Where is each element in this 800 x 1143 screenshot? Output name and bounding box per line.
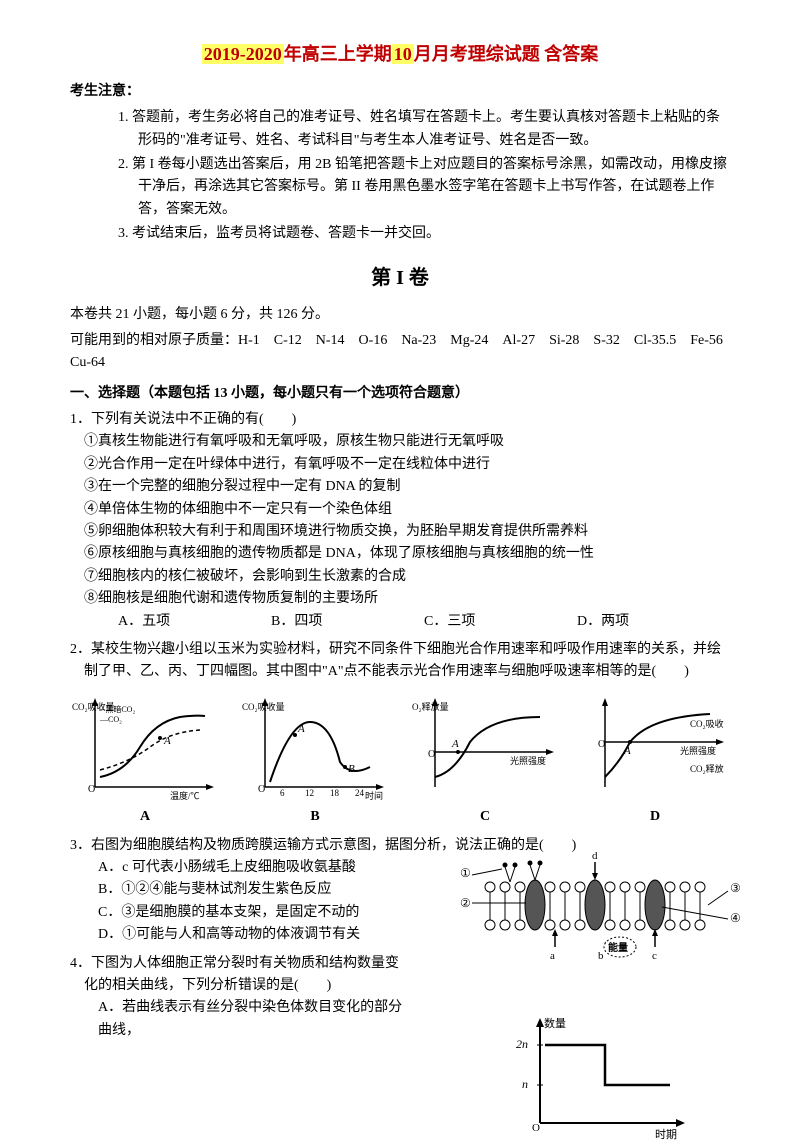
q1-opt-c: C．三项 xyxy=(424,611,577,633)
question-4: 4．下图为人体细胞正常分裂时有关物质和结构数量变化的相关曲线，下列分析错误的是(… xyxy=(70,953,730,1043)
svg-text:--黑暗CO₂: --黑暗CO₂ xyxy=(100,704,135,714)
notice-item: 3. 考试结束后，监考员将试题卷、答题卡一并交回。 xyxy=(118,223,730,245)
svg-text:2n: 2n xyxy=(516,1037,528,1051)
q1-item: ①真核生物能进行有氧呼吸和无氧呼吸，原核生物只能进行无氧呼吸 xyxy=(70,431,730,453)
svg-text:时期: 时期 xyxy=(655,1128,677,1141)
q1-item: ④单倍体生物的体细胞中不一定只有一个染色体组 xyxy=(70,499,730,521)
svg-text:①: ① xyxy=(460,866,471,880)
svg-text:d: d xyxy=(592,850,598,862)
q1-opt-b: B．四项 xyxy=(271,611,424,633)
q1-opt-a: A．五项 xyxy=(118,611,271,633)
svg-text:B: B xyxy=(348,763,355,775)
svg-text:光照强度: 光照强度 xyxy=(680,745,716,756)
chart-c: O A O₂释放量 光照强度 C xyxy=(410,692,560,829)
chart-d: O A CO₂吸收 CO₂释放 光照强度 D xyxy=(580,692,730,829)
q4-opt-a: A．若曲线表示有丝分裂中染色体数目变化的部分曲线， xyxy=(70,997,410,1042)
q1-options: A．五项 B．四项 C．三项 D．两项 xyxy=(70,611,730,633)
svg-text:A: A xyxy=(297,723,305,735)
svg-text:时间: 时间 xyxy=(365,790,383,801)
preamble-count: 本卷共 21 小题，每小题 6 分，共 126 分。 xyxy=(70,304,730,326)
title-mid2: 月月考理综试题 含答案 xyxy=(414,44,599,64)
svg-text:A: A xyxy=(451,738,459,750)
membrane-diagram: 能量 a d b c ① ② ③ ④ xyxy=(450,847,750,967)
question-2: 2．某校生物兴趣小组以玉米为实验材料，研究不同条件下细胞光合作用速率和呼吸作用速… xyxy=(70,639,730,829)
q1-item: ⑤卵细胞体积较大有利于和周围环境进行物质交换，为胚胎早期发育提供所需养料 xyxy=(70,521,730,543)
svg-text:18: 18 xyxy=(330,788,340,798)
chart-a-svg: O A CO₂吸收量 --黑暗CO₂ —CO₂ 温度/℃ xyxy=(70,692,220,802)
title-year: 2019-2020 xyxy=(202,44,284,64)
svg-text:6: 6 xyxy=(280,788,285,798)
q2-charts: O A CO₂吸收量 --黑暗CO₂ —CO₂ 温度/℃ A O xyxy=(70,692,730,829)
q3-opt-b: B．①②④能与斐林试剂发生紫色反应 xyxy=(70,879,410,901)
svg-text:②: ② xyxy=(460,896,471,910)
svg-text:12: 12 xyxy=(305,788,314,798)
chart-b: O A B 6 12 18 24 CO₂吸收量 时间 B xyxy=(240,692,390,829)
svg-text:CO₂释放: CO₂释放 xyxy=(690,763,724,774)
svg-text:O: O xyxy=(88,784,95,795)
q3-opt-a: A．c 可代表小肠绒毛上皮细胞吸收氨基酸 xyxy=(70,857,410,879)
notice-item: 2. 第 I 卷每小题选出答案后，用 2B 铅笔把答题卡上对应题目的答案标号涂黑… xyxy=(118,154,730,221)
svg-text:—CO₂: —CO₂ xyxy=(99,715,122,724)
q1-opt-d: D．两项 xyxy=(577,611,730,633)
section-header: 第 I 卷 xyxy=(70,262,730,294)
chart-a: O A CO₂吸收量 --黑暗CO₂ —CO₂ 温度/℃ A xyxy=(70,692,220,829)
notice-list: 1. 答题前，考生务必将自己的准考证号、姓名填写在答题卡上。考生要认真核对答题卡… xyxy=(70,107,730,245)
chart-c-svg: O A O₂释放量 光照强度 xyxy=(410,692,560,802)
q1-item: ⑦细胞核内的核仁被破坏，会影响到生长激素的合成 xyxy=(70,566,730,588)
q3-opt-c: C．③是细胞膜的基本支架，是固定不动的 xyxy=(70,902,410,924)
q4-stem: 4．下图为人体细胞正常分裂时有关物质和结构数量变化的相关曲线，下列分析错误的是(… xyxy=(70,953,410,998)
svg-text:O₂释放量: O₂释放量 xyxy=(412,701,449,712)
svg-text:O: O xyxy=(428,749,435,760)
notice-header: 考生注意： xyxy=(70,81,730,103)
svg-text:O: O xyxy=(258,784,265,795)
svg-text:CO₂吸收: CO₂吸收 xyxy=(690,718,724,729)
q1-item: ②光合作用一定在叶绿体中进行，有氧呼吸不一定在线粒体中进行 xyxy=(70,454,730,476)
svg-text:CO₂吸收量: CO₂吸收量 xyxy=(242,701,285,712)
chart-b-label: B xyxy=(240,806,390,828)
chart-d-label: D xyxy=(580,806,730,828)
svg-text:温度/℃: 温度/℃ xyxy=(170,790,200,801)
chart-c-label: C xyxy=(410,806,560,828)
chart-d-svg: O A CO₂吸收 CO₂释放 光照强度 xyxy=(580,692,730,802)
question-3: 3．右图为细胞膜结构及物质跨膜运输方式示意图，据图分析，说法正确的是( ) A．… xyxy=(70,835,730,947)
svg-text:数量: 数量 xyxy=(544,1017,566,1030)
q1-item: ⑥原核细胞与真核细胞的遗传物质都是 DNA，体现了原核细胞与真核细胞的统一性 xyxy=(70,543,730,565)
svg-text:n: n xyxy=(522,1077,528,1091)
svg-text:④: ④ xyxy=(730,911,741,925)
q1-item: ⑧细胞核是细胞代谢和遗传物质复制的主要场所 xyxy=(70,588,730,610)
svg-text:A: A xyxy=(163,735,171,747)
title-month: 10 xyxy=(392,44,414,64)
svg-text:③: ③ xyxy=(730,881,741,895)
q1-item: ③在一个完整的细胞分裂过程中一定有 DNA 的复制 xyxy=(70,476,730,498)
q2-stem: 2．某校生物兴趣小组以玉米为实验材料，研究不同条件下细胞光合作用速率和呼吸作用速… xyxy=(70,639,730,684)
q3-opt-d: D．①可能与人和高等动物的体液调节有关 xyxy=(70,924,410,946)
chart-b-svg: O A B 6 12 18 24 CO₂吸收量 时间 xyxy=(240,692,390,802)
svg-text:O: O xyxy=(598,739,605,750)
preamble-mass: 可能用到的相对原子质量：H-1 C-12 N-14 O-16 Na-23 Mg-… xyxy=(70,330,730,375)
question-1: 1．下列有关说法中不正确的有( ) ①真核生物能进行有氧呼吸和无氧呼吸，原核生物… xyxy=(70,409,730,633)
q1-stem: 1．下列有关说法中不正确的有( ) xyxy=(70,409,730,431)
notice-item: 1. 答题前，考生务必将自己的准考证号、姓名填写在答题卡上。考生要认真核对答题卡… xyxy=(118,107,730,152)
svg-text:24: 24 xyxy=(355,788,365,798)
title-mid1: 年高三上学期 xyxy=(284,44,392,64)
section-label: 一、选择题（本题包括 13 小题，每小题只有一个选项符合题意） xyxy=(70,383,730,405)
svg-text:A: A xyxy=(623,745,631,757)
svg-text:光照强度: 光照强度 xyxy=(510,755,546,766)
chart-a-label: A xyxy=(70,806,220,828)
q4-graph-svg: O 2n n 数量 时期 xyxy=(510,1013,690,1143)
